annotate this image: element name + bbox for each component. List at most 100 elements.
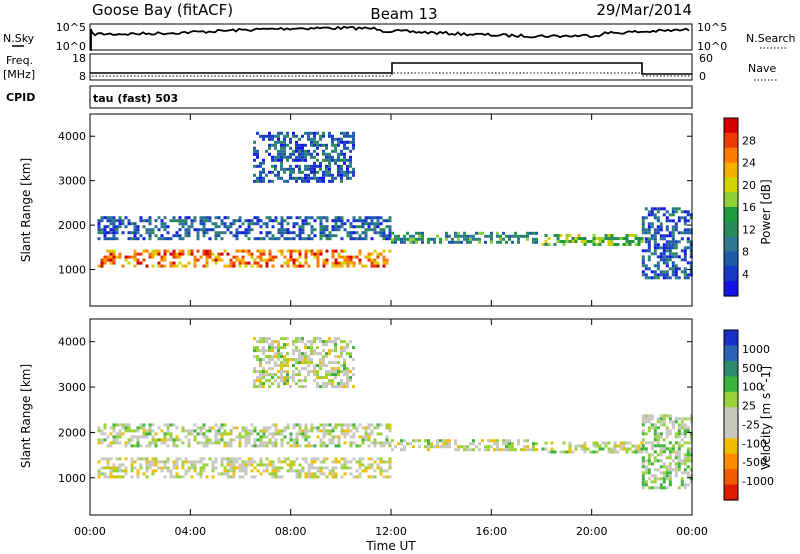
data-cell <box>334 176 337 180</box>
data-cell <box>250 228 254 232</box>
data-cell <box>535 442 538 446</box>
colorbar-swatch <box>724 162 738 178</box>
data-cell <box>142 423 146 427</box>
data-cell <box>532 231 535 235</box>
data-cell <box>637 447 641 451</box>
data-cell <box>430 237 433 241</box>
data-cell <box>445 445 448 449</box>
data-cell <box>373 441 377 445</box>
data-cell <box>595 441 599 445</box>
data-cell <box>298 249 302 253</box>
data-cell <box>331 261 335 265</box>
data-cell <box>127 423 131 427</box>
data-cell <box>169 252 173 256</box>
data-cell <box>337 361 340 365</box>
data-cell <box>289 252 293 256</box>
data-cell <box>653 228 657 232</box>
data-cell <box>205 444 209 448</box>
data-cell <box>337 444 341 448</box>
data-cell <box>121 222 125 226</box>
data-cell <box>619 441 623 445</box>
data-cell <box>487 445 490 449</box>
data-cell <box>448 439 451 443</box>
data-cell <box>283 237 287 241</box>
data-cell <box>184 222 188 226</box>
data-cell <box>271 340 274 344</box>
data-cell <box>656 426 660 430</box>
data-cell <box>199 228 203 232</box>
data-cell <box>659 444 663 448</box>
data-cell <box>247 222 251 226</box>
data-cell <box>268 355 271 359</box>
data-cell <box>343 222 347 226</box>
data-cell <box>214 441 218 445</box>
data-cell <box>508 445 511 449</box>
data-cell <box>280 367 283 371</box>
data-cell <box>259 373 262 377</box>
data-cell <box>241 231 245 235</box>
data-cell <box>388 457 392 461</box>
data-cell <box>292 131 295 135</box>
data-cell <box>647 276 651 280</box>
data-cell <box>220 423 224 427</box>
data-cell <box>547 237 551 240</box>
data-cell <box>226 463 230 467</box>
data-cell <box>370 423 374 427</box>
data-cell <box>235 460 239 464</box>
data-band <box>253 131 355 183</box>
data-cell <box>331 361 334 365</box>
data-cell <box>235 435 239 439</box>
data-cell <box>205 216 209 220</box>
data-cell <box>641 444 645 448</box>
data-cell <box>151 435 155 439</box>
data-cell <box>328 337 331 341</box>
data-cell <box>647 258 651 262</box>
data-cell <box>115 228 119 232</box>
data-cell <box>421 231 424 235</box>
data-cell <box>319 364 322 368</box>
data-cell <box>223 466 227 470</box>
data-cell <box>178 457 182 461</box>
data-cell <box>340 457 344 461</box>
data-cell <box>331 234 335 238</box>
data-cell <box>229 438 233 442</box>
data-cell <box>376 432 380 436</box>
data-cell <box>193 466 197 470</box>
data-cell <box>349 444 353 448</box>
data-cell <box>665 240 669 244</box>
data-cell <box>157 438 161 442</box>
colorbar-swatch <box>724 376 738 393</box>
data-cell <box>340 355 343 359</box>
data-cell <box>388 228 392 232</box>
data-cell <box>601 237 605 240</box>
data-cell <box>556 237 560 240</box>
data-cell <box>292 264 296 268</box>
data-cell <box>659 435 663 439</box>
data-cell <box>187 231 191 235</box>
data-cell <box>277 152 280 156</box>
data-cell <box>665 246 669 250</box>
data-cell <box>310 152 313 156</box>
data-cell <box>115 225 119 229</box>
data-cell <box>223 444 227 448</box>
data-cell <box>277 352 280 356</box>
data-cell <box>668 441 672 445</box>
data-cell <box>268 137 271 141</box>
data-cell <box>295 179 298 183</box>
data-cell <box>307 264 311 268</box>
data-cell <box>637 444 641 448</box>
data-cell <box>349 161 352 165</box>
data-cell <box>163 438 167 442</box>
data-cell <box>148 231 152 235</box>
data-cell <box>292 149 295 153</box>
data-cell <box>151 472 155 476</box>
data-cell <box>202 444 206 448</box>
data-cell <box>382 469 386 473</box>
data-cell <box>331 441 335 445</box>
data-cell <box>283 429 287 433</box>
data-cell <box>659 273 663 277</box>
data-cell <box>265 469 269 473</box>
data-cell <box>656 435 660 439</box>
data-cell <box>298 349 301 353</box>
data-cell <box>331 466 335 470</box>
